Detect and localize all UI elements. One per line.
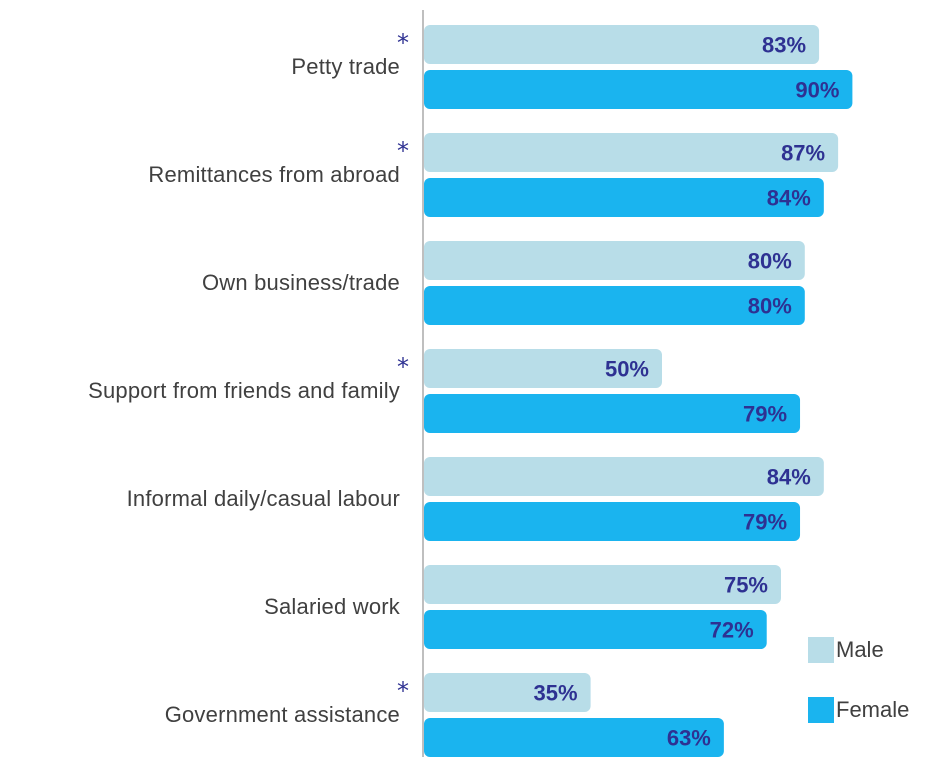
bar-female-1: [424, 178, 824, 217]
data-label-female-5: 72%: [710, 618, 754, 643]
category-label: Government assistance: [164, 702, 400, 727]
data-label-female-1: 84%: [767, 186, 811, 211]
bar-male-4: [424, 457, 824, 496]
significance-marker: *: [397, 353, 409, 381]
category-label: Petty trade: [291, 54, 400, 79]
data-label-male-1: 87%: [781, 141, 825, 166]
bar-male-2: [424, 241, 805, 280]
bar-female-0: [424, 70, 853, 109]
bar-male-6: [424, 673, 591, 712]
category-label: Informal daily/casual labour: [126, 486, 400, 511]
category-label: Salaried work: [264, 594, 400, 619]
legend-swatch-male: [808, 637, 834, 663]
legend-label-female: Female: [836, 697, 910, 722]
bar-female-3: [424, 394, 801, 433]
bar-male-1: [424, 133, 839, 172]
bar-male-3: [424, 349, 662, 388]
bar-female-4: [424, 502, 801, 541]
data-label-male-6: 35%: [534, 681, 578, 706]
bar-female-6: [424, 718, 724, 757]
data-label-female-4: 79%: [743, 510, 787, 535]
category-label: Own business/trade: [201, 270, 400, 295]
category-label: Remittances from abroad: [148, 162, 400, 187]
bar-male-0: [424, 25, 820, 64]
data-label-female-6: 63%: [667, 726, 711, 751]
significance-marker: *: [397, 29, 409, 57]
legend-label-male: Male: [836, 637, 884, 662]
data-label-male-3: 50%: [605, 357, 649, 382]
data-label-male-4: 84%: [767, 465, 811, 490]
bar-male-5: [424, 565, 781, 604]
bar-female-5: [424, 610, 767, 649]
data-label-female-2: 80%: [748, 294, 792, 319]
significance-marker: *: [397, 677, 409, 705]
data-label-male-5: 75%: [724, 573, 768, 598]
significance-marker: *: [397, 137, 409, 165]
data-label-female-3: 79%: [743, 402, 787, 427]
category-label: Support from friends and family: [88, 378, 400, 403]
legend-swatch-female: [808, 697, 834, 723]
data-label-female-0: 90%: [795, 78, 839, 103]
bar-female-2: [424, 286, 805, 325]
data-label-male-0: 83%: [762, 33, 806, 58]
data-label-male-2: 80%: [748, 249, 792, 274]
